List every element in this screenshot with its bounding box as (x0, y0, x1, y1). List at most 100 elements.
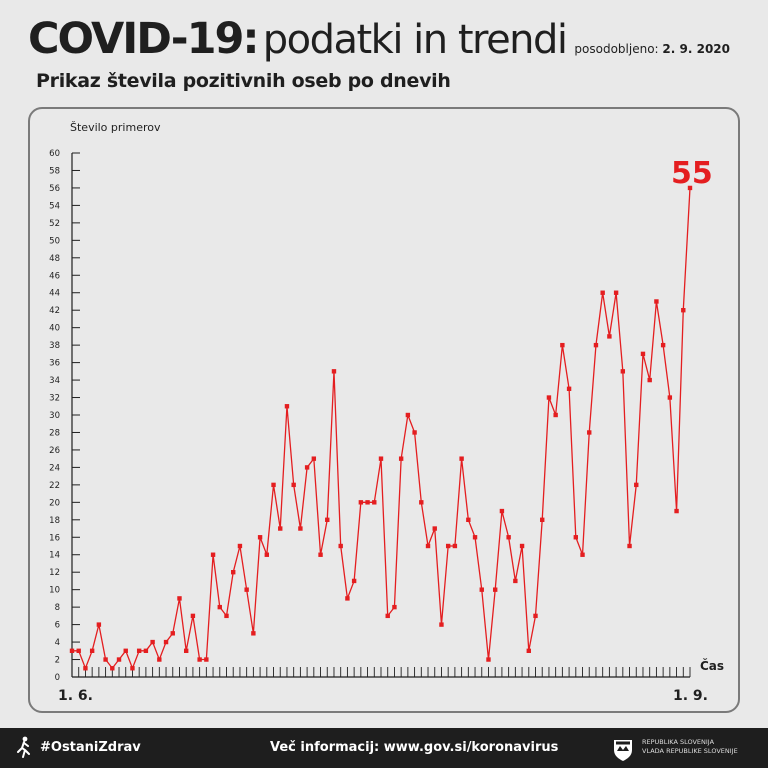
y-tick-label: 38 (49, 341, 60, 351)
data-point (318, 552, 323, 557)
data-point (533, 613, 538, 619)
data-point (587, 430, 592, 435)
data-point (647, 377, 652, 383)
y-ticks: 0246810121416182022242628303234363840424… (49, 149, 80, 683)
x-start-label: 1. 6. (58, 688, 93, 704)
y-tick-label: 54 (49, 201, 60, 211)
data-point (237, 543, 243, 549)
data-point (378, 456, 384, 461)
data-point (513, 578, 518, 584)
data-point (452, 543, 458, 549)
data-point (365, 500, 370, 505)
data-point (654, 299, 659, 304)
data-point (540, 517, 545, 522)
y-tick-label: 20 (49, 498, 60, 508)
data-point (486, 657, 491, 662)
data-point (244, 587, 249, 592)
data-point (304, 465, 310, 470)
y-tick-label: 8 (55, 603, 60, 613)
data-point (110, 666, 115, 671)
data-point (150, 639, 155, 645)
data-point (204, 657, 209, 662)
y-tick-label: 6 (55, 621, 60, 631)
data-point (573, 535, 579, 540)
y-tick-label: 14 (49, 551, 60, 561)
data-point (284, 404, 290, 409)
data-point (419, 500, 424, 505)
hashtag-link[interactable]: #OstaniZdrav (40, 740, 141, 755)
y-tick-label: 60 (49, 149, 60, 159)
series-cases (69, 185, 693, 671)
data-point (425, 543, 431, 549)
data-point (257, 535, 263, 540)
data-point (291, 482, 296, 488)
data-point (69, 648, 75, 653)
data-point (130, 666, 135, 671)
data-point (526, 648, 531, 653)
updated-date: 2. 9. 2020 (662, 42, 730, 56)
data-point (398, 456, 404, 461)
y-tick-label: 48 (49, 254, 60, 264)
data-point (580, 552, 585, 557)
footer-bar: #OstaniZdrav Več informacij: www.gov.si/… (0, 728, 768, 768)
data-point (492, 587, 498, 592)
data-point (298, 526, 303, 531)
data-point (506, 535, 511, 540)
title-light: podatki in trendi (262, 17, 568, 63)
chart-subtitle: Prikaz števila pozitivnih oseb po dnevih (36, 70, 451, 92)
y-tick-label: 46 (49, 271, 60, 281)
more-info-link[interactable]: Več informacij: www.gov.si/koronavirus (270, 740, 559, 755)
data-point (607, 334, 612, 339)
data-point (634, 482, 639, 488)
runner-icon (17, 736, 30, 758)
data-point (640, 351, 646, 357)
data-point (358, 500, 364, 505)
gov-line-1: REPUBLIKA SLOVENIJA (642, 738, 715, 746)
data-point (345, 596, 350, 601)
data-point (667, 395, 673, 400)
y-tick-label: 28 (49, 428, 60, 438)
data-point (197, 657, 202, 662)
data-point (338, 543, 343, 549)
title-bold: COVID-19: (28, 14, 260, 64)
data-point (76, 648, 81, 653)
y-tick-label: 26 (49, 446, 60, 456)
y-tick-label: 34 (49, 376, 60, 386)
data-point (157, 657, 162, 662)
y-tick-label: 12 (49, 568, 60, 578)
data-point (136, 648, 142, 653)
y-tick-label: 22 (49, 481, 60, 491)
data-point (412, 430, 417, 435)
government-label: REPUBLIKA SLOVENIJA VLADA REPUBLIKE SLOV… (642, 738, 738, 756)
cases-line-chart: Število primerov 02468101214161820222426… (49, 121, 724, 704)
data-point (325, 517, 330, 522)
gov-line-2: VLADA REPUBLIKE SLOVENIJE (642, 747, 738, 755)
x-end-label: 1. 9. (673, 688, 708, 704)
data-point (674, 508, 679, 514)
data-point (479, 587, 484, 592)
data-point (190, 613, 196, 619)
y-tick-label: 58 (49, 166, 60, 176)
data-point (385, 613, 390, 619)
data-point (96, 622, 102, 627)
y-tick-label: 44 (49, 289, 60, 299)
data-point (217, 604, 222, 610)
x-axis-label: Čas (700, 658, 724, 673)
y-tick-label: 30 (49, 411, 60, 421)
data-point (163, 639, 169, 645)
y-tick-label: 0 (55, 673, 60, 683)
data-point (331, 369, 337, 374)
data-point (627, 543, 632, 549)
data-point (116, 657, 122, 662)
data-point (613, 290, 619, 295)
data-point (593, 342, 599, 348)
data-point (123, 648, 128, 653)
y-tick-label: 50 (49, 236, 60, 246)
data-point (143, 648, 149, 653)
data-point (553, 412, 558, 418)
data-point (170, 631, 175, 636)
data-point (251, 631, 256, 636)
updated-info: posodobljeno: 2. 9. 2020 (574, 42, 730, 56)
data-point (519, 543, 525, 549)
data-point (278, 526, 283, 531)
